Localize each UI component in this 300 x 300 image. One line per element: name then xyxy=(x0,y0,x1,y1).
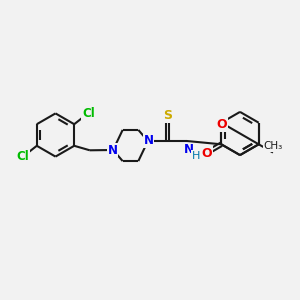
Text: Cl: Cl xyxy=(16,150,29,164)
Text: CH₃: CH₃ xyxy=(263,141,283,151)
Text: H: H xyxy=(192,151,200,161)
Text: N: N xyxy=(183,143,194,157)
Text: S: S xyxy=(163,109,172,122)
Text: N: N xyxy=(107,143,118,157)
Text: O: O xyxy=(217,118,227,131)
Text: O: O xyxy=(201,147,212,160)
Text: Cl: Cl xyxy=(82,106,95,120)
Text: N: N xyxy=(143,134,154,148)
